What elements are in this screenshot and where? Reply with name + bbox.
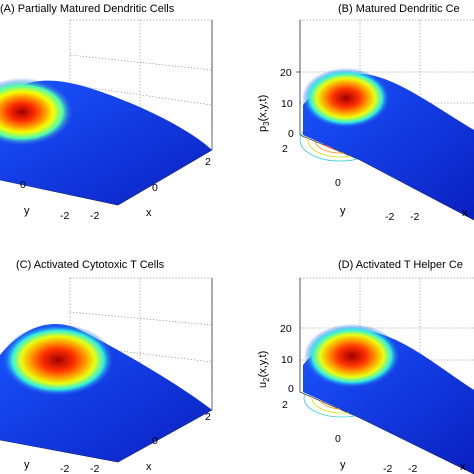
panel-b-peak <box>302 68 390 128</box>
panel-d-xtick-0: -2 <box>408 463 417 474</box>
panel-a-title: (A) Partially Matured Dendritic Cells <box>0 3 175 15</box>
panel-c-ytick-0: -2 <box>60 463 69 474</box>
panel-d-xlabel: x <box>460 461 466 473</box>
panel-d-ytick-2: 2 <box>282 399 288 411</box>
panel-b-ylabel: y <box>340 205 346 217</box>
panel-a-xtick-0: -2 <box>90 210 99 222</box>
panel-d-ztick-2: 20 <box>280 323 292 335</box>
panel-c-xlabel: x <box>146 461 152 473</box>
panel-a: (A) Partially Matured Dendritic Cells -2… <box>0 3 213 222</box>
panel-c-xtick-1: 0 <box>152 435 158 447</box>
panel-d-ytick-1: 0 <box>335 433 341 445</box>
panel-c-xtick-0: -2 <box>90 463 99 474</box>
panel-a-ylabel: y <box>24 205 30 217</box>
panel-a-ytick-1: 0 <box>20 179 26 191</box>
panel-a-xtick-2: 2 <box>205 156 211 168</box>
panel-a-peak <box>0 78 74 146</box>
panel-c-xtick-2: 2 <box>205 411 211 423</box>
panel-b-xlabel: x <box>462 207 468 219</box>
panel-b-ytick-2: 2 <box>282 143 288 155</box>
panel-b-title: (B) Matured Dendritic Ce <box>338 3 460 15</box>
panel-c-ylabel: y <box>24 459 30 471</box>
panel-b-ytick-0: -2 <box>385 211 394 223</box>
panel-b: (B) Matured Dendritic Ce 20 10 0 2 0 -2 … <box>257 3 474 223</box>
panel-d-ytick-0: -2 <box>383 463 392 474</box>
panel-c-peak <box>2 324 114 396</box>
panel-a-xlabel: x <box>146 207 152 219</box>
panel-d-peak <box>304 324 400 388</box>
panel-b-ytick-1: 0 <box>335 177 341 189</box>
panel-a-xtick-1: 0 <box>152 182 158 194</box>
panel-b-ztick-2: 20 <box>280 67 292 79</box>
panel-c: (C) Activated Cytotoxic T Cells -2 0 2 -… <box>0 259 213 474</box>
panel-d-zlabel: u2(x,y,t) <box>257 351 271 388</box>
panel-b-ztick-1: 10 <box>281 98 293 110</box>
panel-a-ytick-0: -2 <box>60 210 69 222</box>
panel-d-ztick-1: 10 <box>281 354 293 366</box>
panel-b-xtick-0: -2 <box>410 211 419 223</box>
panel-d-ylabel: y <box>340 459 346 471</box>
panel-d-title: (D) Activated T Helper Ce <box>338 259 463 271</box>
panel-b-zlabel: p3(x,y,t) <box>257 95 271 132</box>
panel-c-title: (C) Activated Cytotoxic T Cells <box>16 259 165 271</box>
panel-d: (D) Activated T Helper Ce 20 10 0 2 0 -2… <box>257 259 474 474</box>
panel-d-ztick-0: 0 <box>288 383 294 395</box>
panel-b-ztick-0: 0 <box>288 128 294 140</box>
